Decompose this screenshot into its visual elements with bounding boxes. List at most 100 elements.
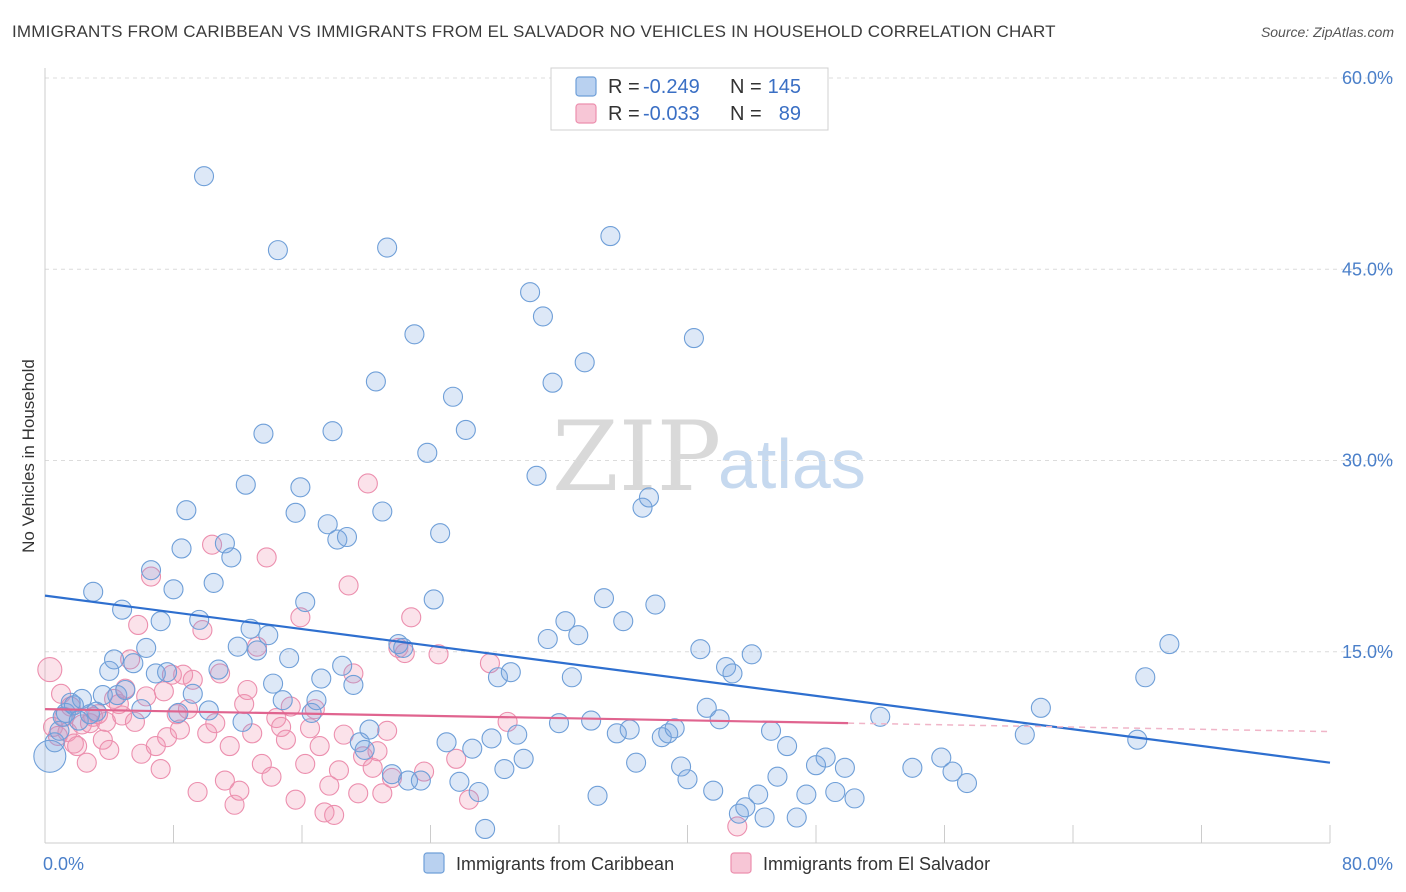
- el-salvador-point: [275, 729, 296, 750]
- y-tick-label: 15.0%: [1342, 642, 1393, 662]
- caribbean-point: [956, 773, 978, 794]
- el-salvador-point: [343, 663, 364, 684]
- el-salvador-point: [237, 679, 258, 701]
- caribbean-point: [606, 723, 627, 744]
- caribbean-point: [115, 679, 136, 701]
- caribbean-point: [123, 653, 144, 674]
- caribbean-point: [735, 797, 756, 818]
- caribbean-point: [99, 660, 120, 681]
- caribbean-point: [285, 502, 306, 523]
- el-salvador-point: [328, 760, 349, 781]
- el-salvador-point: [324, 804, 345, 826]
- el-salvador-point: [150, 758, 171, 780]
- caribbean-point: [902, 757, 923, 778]
- caribbean-point: [332, 655, 353, 676]
- caribbean-point: [1135, 667, 1156, 688]
- caribbean-point: [112, 599, 133, 620]
- legend-swatch-pink: [575, 103, 597, 124]
- el-salvador-point: [173, 664, 194, 685]
- y-tick-label: 30.0%: [1342, 451, 1393, 471]
- el-salvador-point: [280, 696, 301, 717]
- caribbean-point: [834, 757, 855, 778]
- caribbean-point: [690, 639, 711, 660]
- el-salvador-point: [357, 473, 378, 494]
- el-salvador-point: [140, 566, 162, 587]
- el-salvador-point: [428, 644, 449, 665]
- caribbean-point: [548, 713, 570, 734]
- caribbean-point: [513, 748, 534, 769]
- caribbean-point: [404, 324, 425, 345]
- caribbean-point: [163, 579, 184, 600]
- caribbean-point: [263, 673, 284, 694]
- caribbean-point: [68, 710, 89, 731]
- caribbean-point: [542, 372, 563, 393]
- caribbean-point: [436, 732, 457, 753]
- caribbean-point: [377, 237, 398, 258]
- caribbean-point: [189, 609, 210, 630]
- gridlines: [45, 77, 1395, 653]
- el-salvador-point: [214, 770, 235, 791]
- el-salvador-point: [285, 789, 306, 810]
- caribbean-point: [33, 739, 67, 773]
- caribbean-point: [208, 659, 229, 680]
- y-tick-label: 60.0%: [1342, 68, 1393, 88]
- caribbean-point: [193, 166, 215, 187]
- caribbean-point: [671, 756, 692, 777]
- y-axis-label: No Vehicles in Household: [19, 359, 38, 553]
- el-salvador-point: [169, 719, 190, 740]
- el-salvador-point: [295, 753, 316, 775]
- caribbean-point: [150, 611, 171, 632]
- caribbean-point: [520, 282, 541, 303]
- watermark-atlas: atlas: [718, 425, 866, 503]
- caribbean-point: [574, 352, 595, 373]
- caribbean-point: [760, 720, 782, 741]
- caribbean-point: [626, 752, 647, 773]
- el-salvador-point: [205, 713, 226, 734]
- el-salvador-point: [401, 607, 422, 628]
- caribbean-point: [311, 668, 332, 689]
- series-legend: Immigrants from Caribbean Immigrants fro…: [423, 852, 990, 874]
- caribbean-point: [336, 526, 358, 548]
- caribbean-point: [696, 697, 717, 718]
- el-salvador-point: [128, 614, 149, 636]
- caribbean-point: [365, 371, 386, 392]
- caribbean-point: [741, 644, 762, 665]
- caribbean-point: [613, 611, 634, 632]
- caribbean-point: [168, 702, 189, 724]
- caribbean-point: [1030, 697, 1051, 718]
- caribbean-point: [104, 649, 125, 670]
- legend-box: [550, 67, 829, 131]
- caribbean-point: [468, 781, 489, 803]
- caribbean-point: [481, 728, 502, 749]
- legend-r-label-2: R =: [608, 103, 640, 125]
- caribbean-point: [430, 523, 451, 544]
- caribbean-point: [198, 700, 219, 721]
- el-salvador-point: [290, 607, 311, 628]
- el-salvador-point: [338, 575, 359, 596]
- caribbean-point: [526, 465, 547, 486]
- el-salvador-point: [157, 727, 178, 748]
- caribbean-point: [246, 640, 268, 661]
- caribbean-point: [767, 766, 788, 787]
- caribbean-point: [748, 784, 769, 805]
- watermark-zip: ZIP: [552, 401, 721, 513]
- caribbean-point: [136, 637, 157, 658]
- el-salvador-point: [319, 775, 340, 796]
- caribbean-point: [568, 625, 589, 646]
- caribbean-point: [462, 738, 483, 759]
- caribbean-point: [171, 538, 192, 559]
- caribbean-point: [494, 758, 515, 780]
- caribbean-point: [703, 780, 724, 801]
- caribbean-point: [140, 560, 162, 581]
- x-tick-label: 0.0%: [43, 854, 84, 874]
- caribbean-point: [55, 702, 76, 724]
- correlation-legend: R = -0.249 N = 145 R = -0.033 N = 89: [550, 67, 829, 131]
- el-salvador-point: [202, 534, 223, 555]
- el-salvador-point: [153, 681, 174, 702]
- el-salvador-point: [372, 783, 393, 804]
- el-salvador-point: [76, 752, 97, 773]
- legend-n-label-1: N =: [730, 76, 762, 98]
- x-tick-label: 80.0%: [1342, 854, 1393, 874]
- el-salvador-point: [166, 704, 187, 725]
